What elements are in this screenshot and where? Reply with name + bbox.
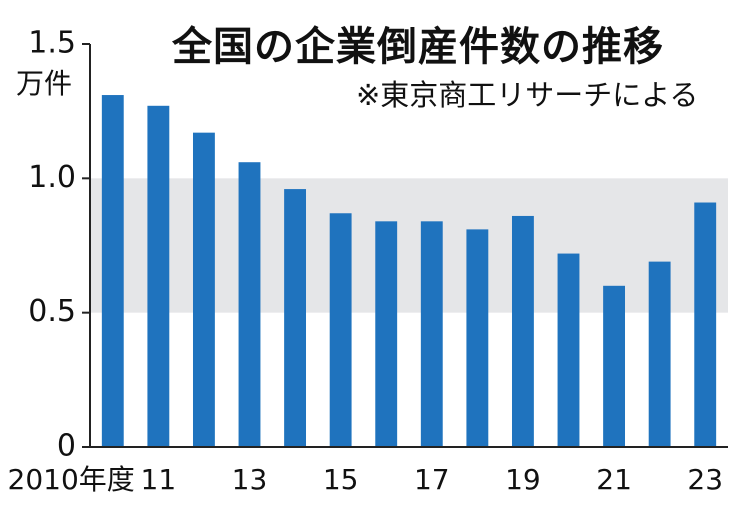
bar <box>375 221 398 447</box>
chart-title: 全国の企業倒産件数の推移 <box>172 24 664 70</box>
bar <box>557 253 580 447</box>
bar <box>192 132 215 447</box>
bar <box>648 261 671 447</box>
x-tick-label: 13 <box>232 463 268 496</box>
bar <box>466 229 489 447</box>
x-tick-label: 19 <box>505 463 541 496</box>
x-tick-label: 2010年度 <box>8 463 135 496</box>
x-tick-label: 15 <box>323 463 359 496</box>
y-axis-unit: 万件 <box>16 67 73 100</box>
y-tick-label: 1.5 <box>28 26 76 61</box>
bar <box>147 105 170 447</box>
y-tick-label: 0.5 <box>28 294 76 329</box>
x-tick-label: 11 <box>141 463 177 496</box>
x-tick-label: 17 <box>414 463 450 496</box>
bar <box>603 285 626 447</box>
bar <box>329 213 352 447</box>
bar <box>238 162 261 448</box>
grid-band <box>90 178 728 313</box>
bar <box>694 202 717 447</box>
bar <box>420 221 443 447</box>
bar <box>101 95 124 448</box>
source-note: ※東京商工リサーチによる <box>356 78 699 112</box>
y-tick-label: 0 <box>57 429 76 464</box>
y-tick-label: 1.0 <box>28 160 76 195</box>
bar <box>284 189 307 447</box>
x-tick-label: 23 <box>687 463 723 496</box>
bar <box>511 215 534 447</box>
x-tick-label: 21 <box>596 463 632 496</box>
